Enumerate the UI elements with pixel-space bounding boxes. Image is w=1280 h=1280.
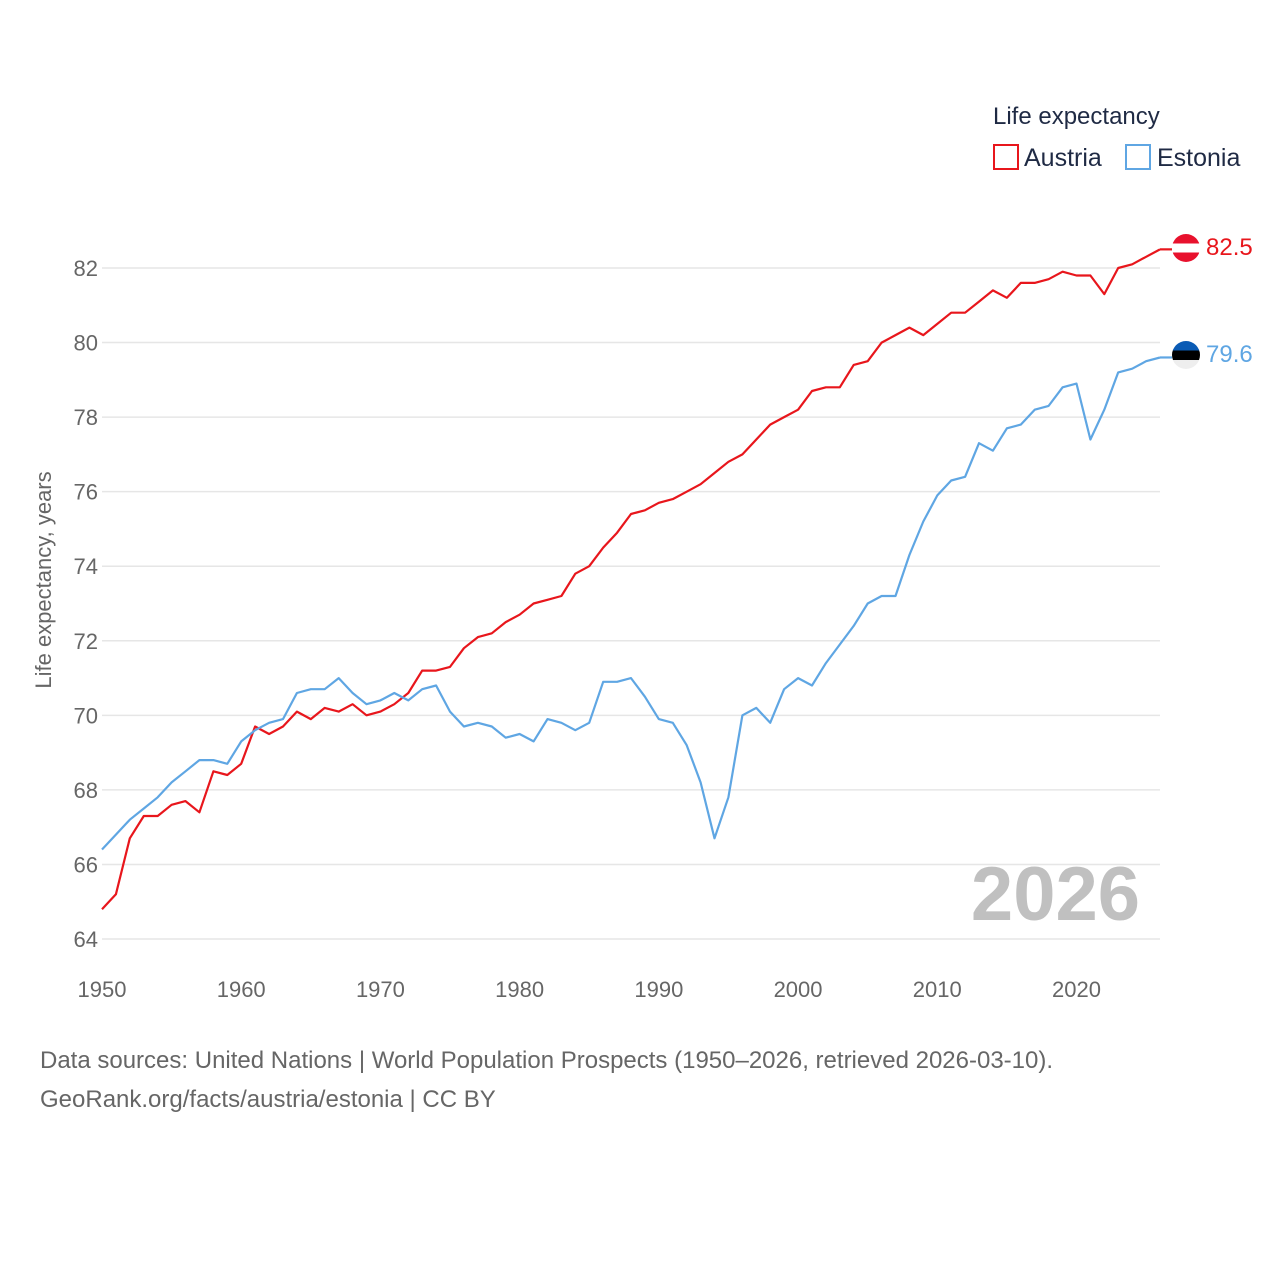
y-tick-label: 64 [74,927,98,952]
y-axis-ticks: 64 66 68 70 72 74 76 78 80 82 [74,256,98,952]
y-tick-label: 80 [74,331,98,356]
x-tick-label: 1950 [78,977,127,1002]
x-tick-label: 1990 [634,977,683,1002]
x-tick-label: 2020 [1052,977,1101,1002]
x-tick-label: 1970 [356,977,405,1002]
end-label-austria: 82.5 [1206,234,1253,261]
y-tick-label: 68 [74,778,98,803]
x-tick-label: 1960 [217,977,266,1002]
x-tick-label: 1980 [495,977,544,1002]
legend-label-austria: Austria [1024,144,1102,172]
y-tick-label: 70 [74,703,98,728]
legend-title: Life expectancy [993,103,1160,130]
legend: Life expectancy Austria Estonia [993,103,1240,172]
x-tick-label: 2010 [913,977,962,1002]
y-tick-label: 74 [74,554,98,579]
y-tick-label: 72 [74,629,98,654]
y-tick-label: 66 [74,852,98,877]
year-watermark: 2026 [971,852,1140,937]
y-tick-label: 78 [74,405,98,430]
austria-flag-icon [1172,234,1200,262]
estonia-flag-icon [1172,341,1200,369]
x-tick-label: 2000 [774,977,823,1002]
data-source-note: Data sources: United Nations | World Pop… [40,1047,1054,1074]
end-label-estonia: 79.6 [1206,341,1253,368]
series-lines [101,248,1172,910]
legend-swatch-estonia [1125,144,1151,170]
x-axis-ticks: 1950 1960 1970 1980 1990 2000 2010 2020 [78,977,1101,1002]
legend-label-estonia: Estonia [1157,144,1240,172]
footer: Data sources: United Nations | World Pop… [40,1041,1240,1119]
y-tick-label: 82 [74,256,98,281]
gridlines [102,267,1160,940]
series-line-austria [101,248,1161,910]
series-line-estonia [101,356,1161,851]
legend-swatch-austria [993,144,1019,170]
y-tick-label: 76 [74,480,98,505]
attribution-link[interactable]: GeoRank.org/facts/austria/estonia | CC B… [40,1086,496,1113]
y-axis-label: Life expectancy, years [31,471,56,688]
